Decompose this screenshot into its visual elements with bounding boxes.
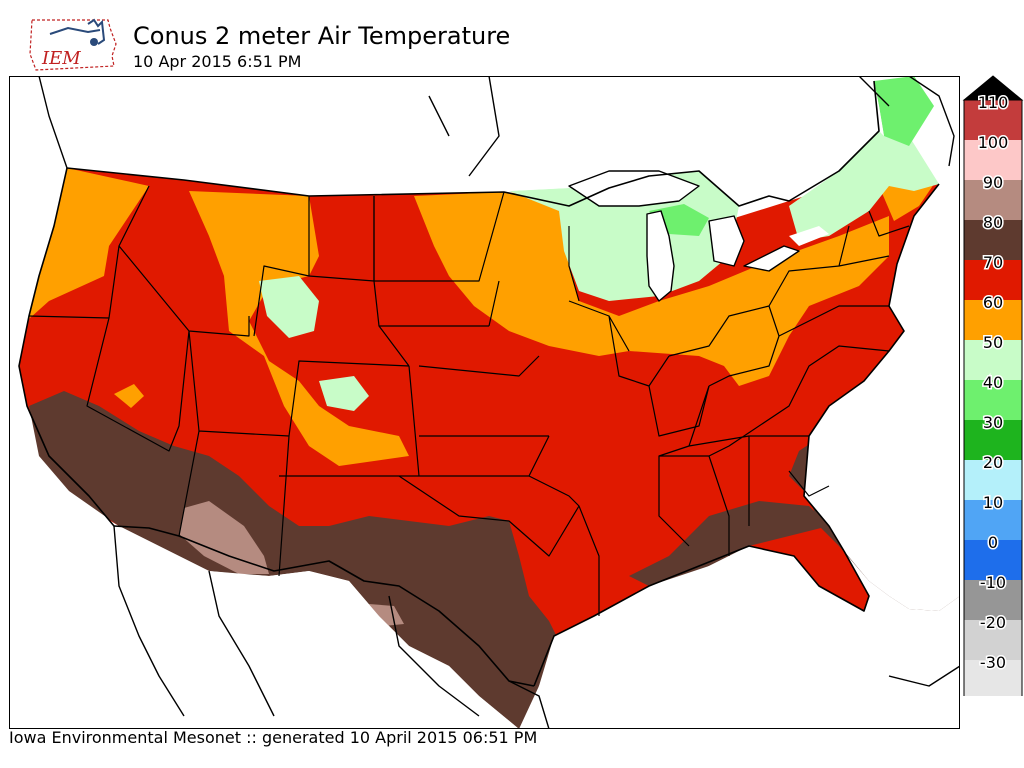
temperature-colorbar: 110 100 90 80 70 60 50 40 30 20 10 0 -10 -20 -30: [960, 72, 1024, 717]
outline-lake-michigan: [646, 210, 675, 302]
footer-credit: Iowa Environmental Mesonet :: generated …: [9, 728, 538, 747]
colorbar-tick-label: 50: [983, 333, 1003, 352]
colorbar-band: [964, 340, 1022, 380]
colorbar-band: [964, 300, 1022, 340]
region-80-90-texas: [369, 604, 404, 626]
region-40-50-greatlakes: [509, 171, 739, 301]
coastline-east: [803, 183, 940, 552]
map-title: Conus 2 meter Air Temperature: [133, 22, 511, 50]
coastline-gulf: [533, 545, 870, 687]
lake-ontario: [789, 226, 829, 246]
colorbar-tick-label: 100: [978, 133, 1009, 152]
state-lines-east: [658, 210, 910, 556]
colorbar-band: [964, 660, 1022, 700]
colorbar-band: [964, 220, 1022, 260]
border-canada: [66, 80, 880, 207]
colorbar-tick-label: 0: [988, 533, 998, 552]
colorbar-tick-label: 90: [983, 173, 1003, 192]
colorbar-tick-label: -10: [980, 573, 1006, 592]
colorbar-tick-label: 40: [983, 373, 1003, 392]
colorbar-tick-label: 110: [978, 93, 1009, 112]
iem-logo: IEM: [28, 14, 120, 74]
lake-michigan: [647, 211, 674, 301]
region-70-80-southwest: [29, 391, 559, 729]
region-40-50-wyoming: [259, 276, 319, 338]
canada-land: [39, 76, 884, 206]
coastline-west: [18, 167, 115, 527]
map-timestamp: 10 Apr 2015 6:51 PM: [133, 52, 302, 71]
colorbar-band: [964, 620, 1022, 660]
region-50-60-nevada-spot: [114, 384, 144, 408]
atlantic-ocean: [804, 176, 960, 611]
region-40-50-northeast: [789, 131, 939, 241]
state-lines-central: [373, 191, 710, 616]
region-30-40-maine: [874, 76, 934, 146]
colorbar-band: [964, 380, 1022, 420]
border-mexico: [113, 525, 535, 687]
mexico-land: [9, 496, 519, 729]
colorbar-tick-label: 30: [983, 413, 1003, 432]
outline-mexico: [113, 525, 550, 729]
colorbar-tick-label: 60: [983, 293, 1003, 312]
colorbar-band: [964, 540, 1022, 580]
lake-erie: [744, 246, 799, 271]
colorbar-tick-label: -20: [980, 613, 1006, 632]
colorbar-band: [964, 260, 1022, 300]
colorbar-band: [964, 100, 1022, 140]
colorbar-tick-label: -30: [980, 653, 1006, 672]
colorbar-band: [964, 500, 1022, 540]
colorbar-tick-label: 10: [983, 493, 1003, 512]
outline-great-lakes: [568, 170, 800, 272]
region-80-90-arizona: [179, 501, 269, 574]
colorbar-band: [964, 140, 1022, 180]
lake-huron: [709, 216, 744, 266]
temperature-map: [9, 76, 960, 729]
pacific-ocean: [9, 76, 67, 516]
region-50-60-northplains: [414, 192, 889, 386]
gulf-of-mexico: [519, 546, 960, 729]
colorbar-band: [964, 180, 1022, 220]
colorbar-band: [964, 580, 1022, 620]
region-40-50-colorado: [319, 376, 369, 411]
outline-canada-coast: [38, 76, 960, 687]
colorbar-tick-label: 80: [983, 213, 1003, 232]
colorbar-band: [964, 420, 1022, 460]
colorbar-tick-label: 20: [983, 453, 1003, 472]
region-50-60-montana: [189, 191, 409, 466]
iem-logo-text: IEM: [41, 48, 81, 69]
colorbar-band: [964, 460, 1022, 500]
colorbar-tick-label: 70: [983, 253, 1003, 272]
